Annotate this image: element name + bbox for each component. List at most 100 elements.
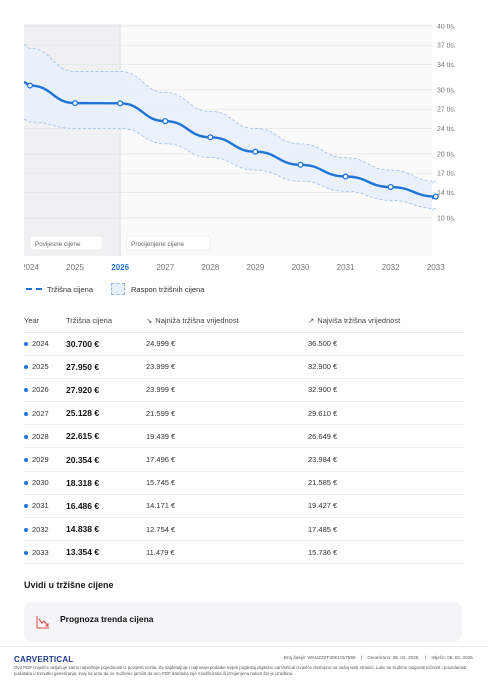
chart-legend: Tržišna cijena Raspon tržišnih cijena <box>26 283 204 295</box>
col-min-label: Najniža tržišna vrijednost <box>155 316 239 326</box>
row-max: 32.900 € <box>308 378 464 403</box>
bullet-dot-icon <box>24 434 28 439</box>
y-tick-label: 20 tis. <box>437 152 456 159</box>
col-price: Tržišna cijena <box>66 310 146 333</box>
row-min: 14.171 € <box>146 494 308 519</box>
y-tick-label: 40 tis. <box>437 24 456 31</box>
x-tick-label: 2027 <box>156 263 174 272</box>
row-price: 27.950 € <box>66 355 146 379</box>
row-max: 23.984 € <box>308 447 464 472</box>
row-min: 23.999 € <box>146 355 308 379</box>
table-row: 2028 22.615 €19.439 €26.649 € <box>24 424 464 449</box>
generated-date: Generirano: 08. 02. 2026. <box>367 655 420 660</box>
insights-heading: Uvidi u tržišne cijene <box>24 580 114 590</box>
estimated-prices-label: Procijenjene cijene <box>131 241 184 248</box>
col-year: Year <box>24 310 66 333</box>
price-point <box>26 82 34 89</box>
price-point <box>252 148 259 155</box>
bullet-dot-icon <box>24 504 28 509</box>
table-row: 2032 14.838 €12.754 €17.485 € <box>24 517 464 542</box>
price-trend-card[interactable]: Prognoza trenda cijena <box>24 602 462 642</box>
vin-text: Broj šasije: WAUZZZF30K1017555 <box>283 655 356 660</box>
row-min: 24.999 € <box>146 332 308 356</box>
table-row: 2029 20.354 €17.496 €23.984 € <box>24 447 464 472</box>
price-point <box>72 100 79 107</box>
table-row: 2026 27.920 €23.999 €32.900 € <box>24 378 464 403</box>
price-point <box>432 193 439 200</box>
col-min: ↘ Najniža tržišna vrijednost <box>146 310 308 333</box>
disclaimer-text: Ovo PDF izvješće uključuje samo najvažni… <box>14 665 467 676</box>
row-price: 27.920 € <box>66 378 146 403</box>
market-price-line <box>24 81 436 200</box>
x-tick-label: 2028 <box>201 263 219 272</box>
y-tick-label: 37 tis. <box>437 43 456 50</box>
row-min: 15.745 € <box>146 471 308 495</box>
legend-line-label: Tržišna cijena <box>47 284 93 294</box>
row-min: 23.999 € <box>146 378 308 403</box>
x-tick-label: 2029 <box>247 263 265 272</box>
price-point <box>207 134 214 141</box>
price-range-band <box>24 44 436 211</box>
row-min: 21.599 € <box>146 401 308 426</box>
price-point <box>297 161 304 168</box>
row-max: 36.500 € <box>308 332 464 356</box>
table-row: 2024 30.700 €24.999 €36.500 € <box>24 332 464 356</box>
x-tick-label: 2030 <box>292 263 310 272</box>
price-point <box>162 118 169 125</box>
col-max: ↗ Najviša tržišna vrijednost <box>308 310 464 333</box>
row-min: 12.754 € <box>146 517 308 542</box>
range-min-edge <box>24 119 436 211</box>
row-year: 2025 <box>24 355 66 379</box>
legend-line-swatch <box>26 288 42 290</box>
row-year: 2032 <box>24 517 66 542</box>
row-max: 19.427 € <box>308 494 464 519</box>
table-header-row: Year Tržišna cijena ↘ Najniža tržišna vri… <box>24 310 464 333</box>
expiry-date: Istječe: 08. 03. 2026. <box>431 655 474 660</box>
legend-band-label: Raspon tržišnih cijena <box>131 284 205 294</box>
range-max-edge <box>24 44 436 184</box>
row-year: 2029 <box>24 447 66 472</box>
bullet-dot-icon <box>24 481 28 486</box>
table-row: 2025 27.950 €23.999 €32.900 € <box>24 355 464 379</box>
bullet-dot-icon <box>24 411 28 416</box>
y-tick-label: 30 tis. <box>437 88 456 95</box>
row-max: 21.585 € <box>308 471 464 495</box>
price-forecast-chart: 40 tis. 37 tis. 34 tis. 30 tis. 27 tis. 24 ti… <box>24 24 456 272</box>
table-row: 2031 16.486 €14.171 €19.427 € <box>24 494 464 519</box>
row-max: 15.736 € <box>308 540 464 565</box>
past-prices-label-bg <box>29 235 103 251</box>
row-price: 13.354 € <box>66 540 146 565</box>
y-tick-label: 27 tis. <box>437 107 456 114</box>
row-min: 19.439 € <box>146 424 308 449</box>
row-max: 29.610 € <box>308 401 464 426</box>
x-tick-label: 2032 <box>382 263 400 272</box>
x-tick-label: 2026 <box>111 263 129 272</box>
arrow-up-right-icon: ↗ <box>308 316 315 326</box>
price-point <box>117 100 124 107</box>
price-point <box>387 183 394 191</box>
y-tick-label: 24 tis. <box>437 126 456 133</box>
price-point <box>342 173 349 180</box>
row-price: 16.486 € <box>66 494 146 519</box>
arrow-down-right-icon: ↘ <box>146 316 153 326</box>
card-title: Prognoza trenda cijena <box>60 614 154 624</box>
row-price: 25.128 € <box>66 401 146 426</box>
row-min: 11.479 € <box>146 540 308 565</box>
bullet-dot-icon <box>24 342 28 347</box>
bullet-dot-icon <box>24 550 28 555</box>
bullet-dot-icon <box>24 365 28 370</box>
row-max: 32.900 € <box>308 355 464 379</box>
row-year: 2030 <box>24 471 66 495</box>
row-year: 2027 <box>24 401 66 426</box>
x-tick-label: 2031 <box>337 263 355 272</box>
x-tick-label: 2024 <box>24 263 39 272</box>
bullet-dot-icon <box>24 527 28 532</box>
row-year: 2033 <box>24 540 66 565</box>
table-row: 2027 25.128 €21.599 €29.610 € <box>24 401 464 426</box>
row-price: 18.318 € <box>66 471 146 495</box>
y-tick-label: 10 tis. <box>437 216 456 223</box>
price-table: Year Tržišna cijena ↘ Najniža tržišna vri… <box>24 310 464 565</box>
table-row: 2033 13.354 €11.479 €15.736 € <box>24 540 464 565</box>
row-year: 2026 <box>24 378 66 403</box>
col-max-label: Najviša tržišna vrijednost <box>317 316 401 326</box>
